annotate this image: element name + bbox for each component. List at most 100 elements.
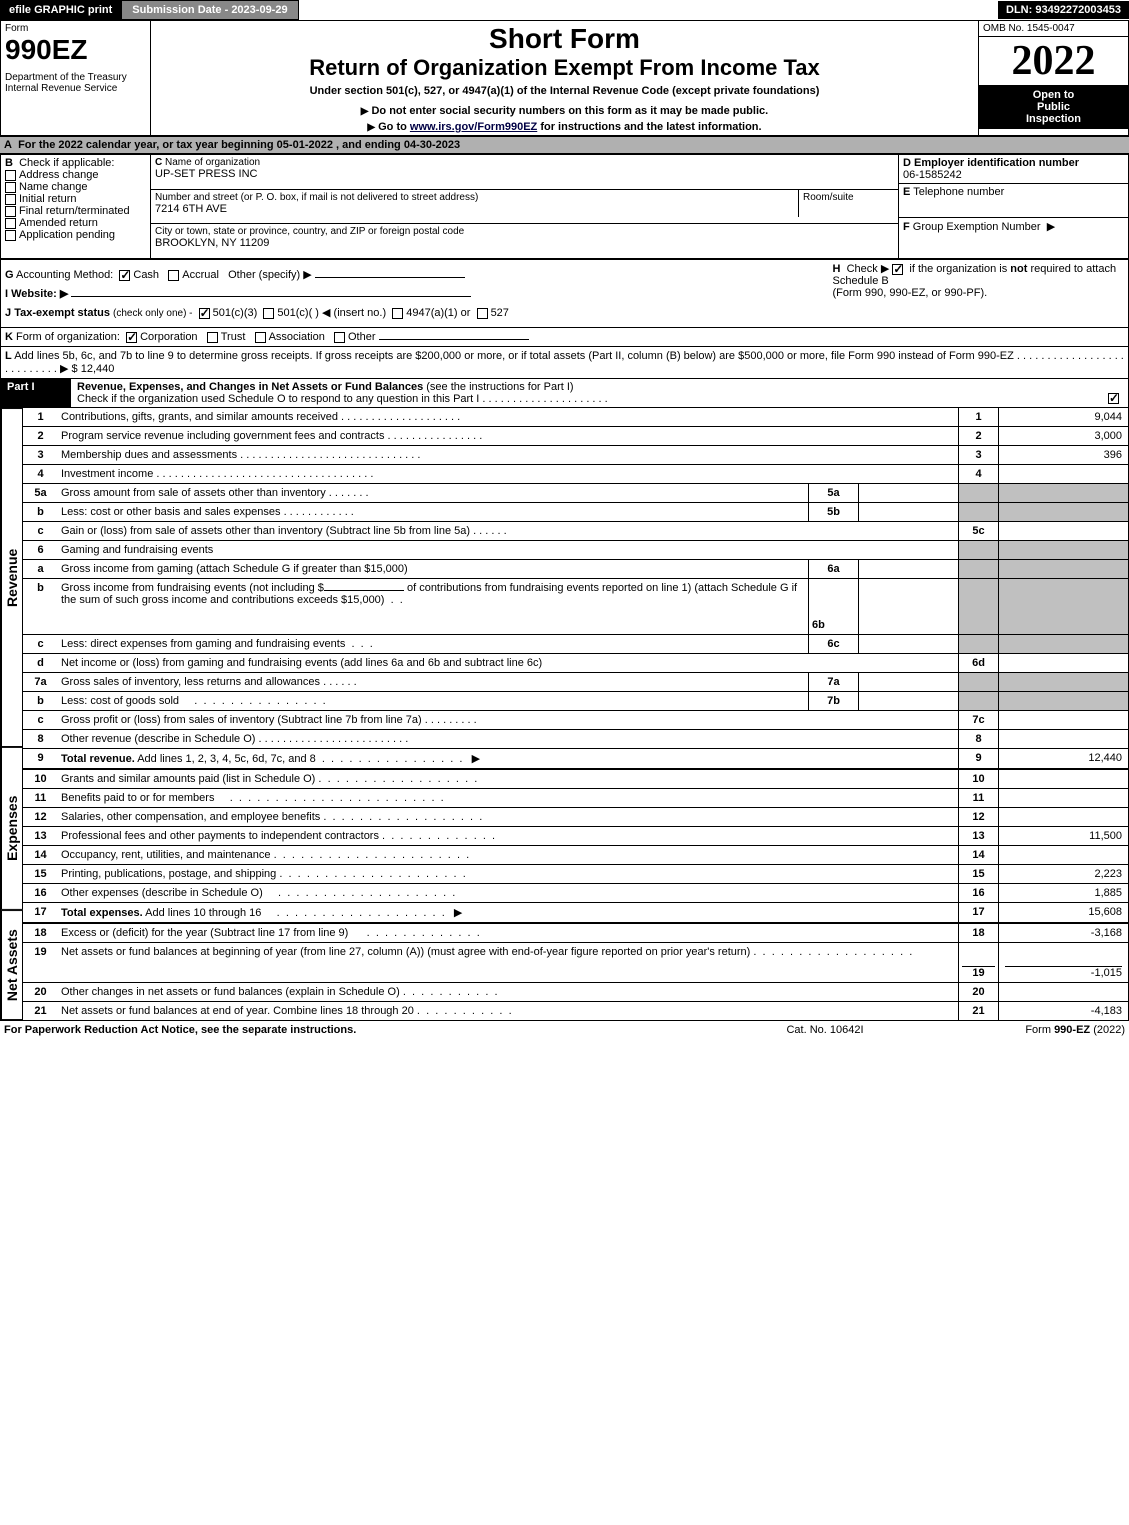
ein-value: 06-1585242 (903, 169, 1124, 181)
section-j: J Tax-exempt status (check only one) - 5… (5, 306, 825, 319)
city-label: City or town, state or province, country… (155, 226, 894, 237)
street-label: Number and street (or P. O. box, if mail… (155, 192, 794, 203)
val-8 (998, 730, 1128, 748)
val-15: 2,223 (998, 865, 1128, 883)
section-l: L Add lines 5b, 6c, and 7b to line 9 to … (0, 346, 1129, 379)
revenue-label: Revenue (1, 408, 23, 747)
instructions-link-line: Go to www.irs.gov/Form990EZ for instruct… (155, 121, 974, 133)
part1-title: Revenue, Expenses, and Changes in Net As… (77, 381, 423, 393)
row-13: 13Professional fees and other payments t… (23, 827, 1128, 846)
val-21: -4,183 (998, 1002, 1128, 1020)
val-7c (998, 711, 1128, 729)
gross-receipts-amount: $ 12,440 (72, 363, 115, 375)
row-21: 21Net assets or fund balances at end of … (23, 1002, 1128, 1020)
val-12 (998, 808, 1128, 826)
subtitle: Under section 501(c), 527, or 4947(a)(1)… (155, 85, 974, 97)
ssn-warning: Do not enter social security numbers on … (155, 105, 974, 117)
val-9: 12,440 (998, 749, 1128, 768)
check-address-change[interactable]: Address change (5, 169, 146, 181)
check-initial-return[interactable]: Initial return (5, 193, 146, 205)
ghij-block: G Accounting Method: Cash Accrual Other … (0, 259, 1129, 328)
dept-treasury: Department of the Treasury (5, 72, 146, 83)
dept-irs: Internal Revenue Service (5, 83, 146, 94)
section-f-label: F Group Exemption Number ▶ (903, 220, 1124, 233)
check-corporation[interactable] (126, 332, 137, 343)
row-15: 15Printing, publications, postage, and s… (23, 865, 1128, 884)
row-3: 3Membership dues and assessments . . . .… (23, 446, 1128, 465)
form-body: Revenue Expenses Net Assets 1Contributio… (0, 407, 1129, 1021)
row-9: 9Total revenue. Add lines 1, 2, 3, 4, 5c… (23, 749, 1128, 770)
irs-link[interactable]: www.irs.gov/Form990EZ (410, 121, 537, 133)
check-527[interactable] (477, 308, 488, 319)
main-title: Return of Organization Exempt From Incom… (155, 55, 974, 81)
open-line1: Open to (983, 89, 1124, 101)
cat-no: Cat. No. 10642I (725, 1024, 925, 1036)
efile-print-button[interactable]: efile GRAPHIC print (0, 0, 121, 20)
part1-label: Part I (1, 379, 71, 407)
check-accrual[interactable] (168, 270, 179, 281)
val-16: 1,885 (998, 884, 1128, 902)
open-line2: Public (983, 101, 1124, 113)
form-ref: Form 990-EZ (2022) (925, 1024, 1125, 1036)
row-20: 20Other changes in net assets or fund ba… (23, 983, 1128, 1002)
row-14: 14Occupancy, rent, utilities, and mainte… (23, 846, 1128, 865)
val-10 (998, 770, 1128, 788)
row-7a: 7aGross sales of inventory, less returns… (23, 673, 1128, 692)
street-value: 7214 6TH AVE (155, 203, 794, 215)
check-501c[interactable] (263, 308, 274, 319)
row-1: 1Contributions, gifts, grants, and simil… (23, 408, 1128, 427)
section-a-text: For the 2022 calendar year, or tax year … (18, 139, 460, 151)
short-form-title: Short Form (155, 23, 974, 55)
check-501c3[interactable] (199, 308, 210, 319)
section-i: I Website: ▶ (5, 287, 825, 300)
tax-year: 2022 (979, 37, 1128, 85)
check-schedule-b[interactable] (892, 264, 903, 275)
row-16: 16Other expenses (describe in Schedule O… (23, 884, 1128, 903)
section-c-label: C Name of organization (155, 157, 894, 168)
part1-header: Part I Revenue, Expenses, and Changes in… (0, 379, 1129, 407)
row-5b: bLess: cost or other basis and sales exp… (23, 503, 1128, 522)
check-amended-return[interactable]: Amended return (5, 217, 146, 229)
page-footer: For Paperwork Reduction Act Notice, see … (0, 1021, 1129, 1039)
check-other-org[interactable] (334, 332, 345, 343)
section-e-label: E Telephone number (903, 186, 1124, 198)
val-19: -1,015 (1005, 966, 1122, 979)
check-final-return[interactable]: Final return/terminated (5, 205, 146, 217)
goto-text: Go to (378, 121, 410, 133)
val-6d (998, 654, 1128, 672)
check-cash[interactable] (119, 270, 130, 281)
row-10: 10Grants and similar amounts paid (list … (23, 770, 1128, 789)
part1-check-text: Check if the organization used Schedule … (77, 393, 479, 405)
section-g: G Accounting Method: Cash Accrual Other … (5, 268, 825, 281)
row-8: 8Other revenue (describe in Schedule O) … (23, 730, 1128, 749)
val-5c (998, 522, 1128, 540)
check-application-pending[interactable]: Application pending (5, 229, 146, 241)
val-14 (998, 846, 1128, 864)
val-1: 9,044 (998, 408, 1128, 426)
vertical-labels: Revenue Expenses Net Assets (1, 408, 23, 1020)
val-20 (998, 983, 1128, 1001)
check-association[interactable] (255, 332, 266, 343)
netassets-label: Net Assets (1, 910, 23, 1020)
omb-number: OMB No. 1545-0047 (979, 21, 1128, 37)
check-name-change[interactable]: Name change (5, 181, 146, 193)
top-bar: efile GRAPHIC print Submission Date - 20… (0, 0, 1129, 20)
row-2: 2Program service revenue including gover… (23, 427, 1128, 446)
expenses-label: Expenses (1, 747, 23, 910)
form-word: Form (5, 23, 146, 34)
val-13: 11,500 (998, 827, 1128, 845)
val-4 (998, 465, 1128, 483)
check-4947[interactable] (392, 308, 403, 319)
row-6: 6Gaming and fundraising events (23, 541, 1128, 560)
val-17: 15,608 (998, 903, 1128, 922)
row-11: 11Benefits paid to or for members . . . … (23, 789, 1128, 808)
row-17: 17Total expenses. Add lines 10 through 1… (23, 903, 1128, 924)
open-to-public-box: Open to Public Inspection (979, 85, 1128, 129)
check-trust[interactable] (207, 332, 218, 343)
row-5a: 5aGross amount from sale of assets other… (23, 484, 1128, 503)
open-line3: Inspection (983, 113, 1124, 125)
check-schedule-o[interactable] (1108, 393, 1119, 404)
row-6b: b Gross income from fundraising events (… (23, 579, 1128, 635)
row-19: 19Net assets or fund balances at beginni… (23, 943, 1128, 983)
ssn-warning-text: Do not enter social security numbers on … (371, 105, 768, 117)
